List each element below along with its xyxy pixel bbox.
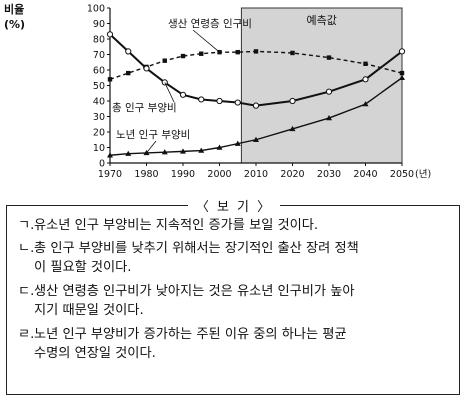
square-marker xyxy=(199,51,204,56)
series-label-3: 노년 인구 부양비 xyxy=(116,129,190,141)
square-marker xyxy=(235,49,240,55)
statement-4: ㄹ.노년 인구 부양비가 증가하는 주된 이유 중의 하나는 평균 수명의 연장… xyxy=(18,326,448,363)
circle-marker xyxy=(234,99,241,106)
y-tick-label: 100 xyxy=(87,4,105,15)
x-axis-unit: (년) xyxy=(415,169,431,180)
square-marker xyxy=(162,58,167,63)
triangle-marker xyxy=(180,148,186,154)
square-marker xyxy=(326,55,332,60)
statement-4-text: 노년 인구 부양비가 증가하는 주된 이유 중의 하나는 평균 xyxy=(34,327,347,342)
statement-3-text-cont: 지기 때문일 것이다. xyxy=(34,302,144,318)
statement-1-text: 유소년 인구 부양비는 지속적인 증가를 보일 것이다. xyxy=(34,218,319,233)
x-tick-label: 2010 xyxy=(244,169,268,180)
series-leader-line xyxy=(146,140,157,154)
y-axis-unit: (%) xyxy=(4,18,25,31)
x-tick-label: 1970 xyxy=(98,169,122,180)
series-label-2: 총 인구 부양비 xyxy=(112,102,177,114)
triangle-marker xyxy=(399,74,405,80)
y-tick-label: 30 xyxy=(93,112,105,123)
x-tick-label: 2040 xyxy=(353,169,377,180)
choices-title-text: 〈 보 기 〉 xyxy=(187,200,281,215)
x-tick-label: 1980 xyxy=(134,169,158,180)
statement-4-mark: ㄹ. xyxy=(18,327,35,342)
square-marker xyxy=(107,77,113,82)
circle-marker xyxy=(398,48,406,55)
triangle-marker xyxy=(125,150,132,156)
square-marker xyxy=(180,53,186,59)
square-marker xyxy=(363,61,368,66)
statement-2-text: 총 인구 부양비를 낮추기 위해서는 장기적인 출산 장려 정책 xyxy=(34,241,359,256)
statement-2: ㄴ.총 인구 부양비를 낮추기 위해서는 장기적인 출산 장려 정책 이 필요할… xyxy=(18,240,448,277)
circle-marker xyxy=(143,65,150,72)
circle-marker xyxy=(252,102,260,109)
series-leader-line xyxy=(164,82,175,103)
x-tick-label: 2020 xyxy=(280,169,304,180)
statement-3-mark: ㄷ. xyxy=(18,284,35,299)
circle-marker xyxy=(125,48,132,55)
choices-section: 〈 보 기 〉 ㄱ.유소년 인구 부양비는 지속적인 증가를 보일 것이다. ㄴ… xyxy=(0,193,468,403)
y-tick-label: 60 xyxy=(93,66,105,77)
circle-marker xyxy=(325,88,333,95)
x-tick-label: 1990 xyxy=(171,169,195,180)
triangle-marker xyxy=(362,101,369,107)
circle-marker xyxy=(362,76,369,83)
y-tick-label: 80 xyxy=(93,35,105,46)
triangle-marker xyxy=(289,125,296,132)
statement-1-mark: ㄱ. xyxy=(18,218,35,233)
triangle-marker xyxy=(234,140,241,146)
y-axis-label: 비율 xyxy=(4,2,24,16)
x-tick-label: 2000 xyxy=(207,169,231,180)
x-tick-label: 2050 xyxy=(390,169,414,180)
circle-marker xyxy=(179,91,187,98)
statement-3-text: 생산 연령층 인구비가 낮아지는 것은 유소년 인구비가 높아 xyxy=(34,284,355,299)
triangle-marker xyxy=(216,144,223,150)
y-tick-label: 20 xyxy=(93,128,105,139)
square-marker xyxy=(399,70,405,76)
y-tick-label: 90 xyxy=(93,19,105,30)
circle-marker xyxy=(216,97,223,105)
triangle-marker xyxy=(198,147,205,153)
square-marker xyxy=(126,70,131,76)
x-axis-ticks: 1970 1980 1990 2000 2010 2020 2030 2040 2050 (년) xyxy=(98,163,431,180)
forecast-shaded-region xyxy=(240,7,403,164)
triangle-marker xyxy=(161,149,168,155)
forecast-label: 예측값 xyxy=(307,14,337,27)
circle-marker xyxy=(289,97,296,105)
y-axis-ticks: 0 10 20 30 40 50 60 70 80 90 100 xyxy=(87,4,110,170)
triangle-marker xyxy=(253,136,259,142)
square-marker xyxy=(253,49,259,54)
statement-2-text-cont: 이 필요할 것이다. xyxy=(34,259,132,275)
x-tick-label: 2030 xyxy=(317,169,341,180)
circle-marker xyxy=(198,96,205,103)
triangle-marker xyxy=(326,115,332,121)
y-tick-label: 0 xyxy=(99,159,105,170)
y-tick-label: 50 xyxy=(93,81,105,92)
statement-3: ㄷ.생산 연령층 인구비가 낮아지는 것은 유소년 인구비가 높아 지기 때문일… xyxy=(18,283,448,320)
series-label-1: 생산 연령층 인구비 xyxy=(168,18,252,30)
triangle-marker xyxy=(107,152,113,158)
series-leader-line xyxy=(192,29,220,53)
circle-marker xyxy=(106,31,114,38)
statement-1: ㄱ.유소년 인구 부양비는 지속적인 증가를 보일 것이다. xyxy=(18,217,448,236)
y-tick-label: 70 xyxy=(93,50,105,61)
y-tick-label: 10 xyxy=(93,143,105,154)
choices-title: 〈 보 기 〉 xyxy=(0,196,468,215)
y-tick-label: 40 xyxy=(93,97,105,108)
statement-4-text-cont: 수명의 연장일 것이다. xyxy=(34,345,156,361)
statement-2-mark: ㄴ. xyxy=(18,241,35,256)
square-marker xyxy=(290,50,295,56)
